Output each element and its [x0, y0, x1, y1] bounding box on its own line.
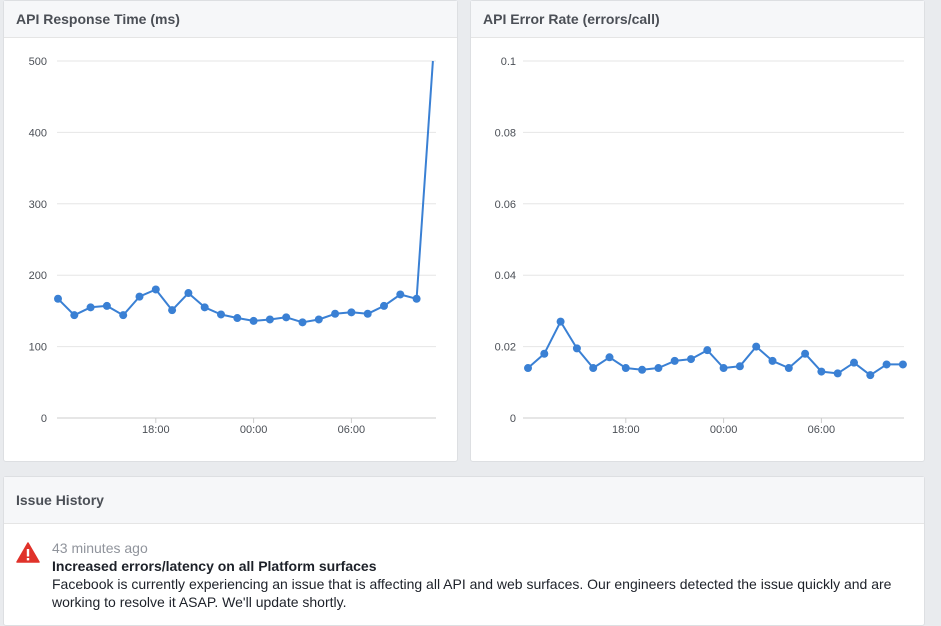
data-point — [556, 317, 565, 326]
data-point — [298, 318, 307, 327]
data-point — [217, 310, 225, 319]
data-point — [833, 369, 842, 378]
data-point — [282, 313, 291, 322]
issue-item: 43 minutes ago Increased errors/latency … — [4, 525, 924, 611]
y-tick-label: 0.06 — [495, 199, 516, 211]
x-tick-label: 18:00 — [142, 424, 170, 436]
data-point — [151, 285, 160, 294]
data-point — [119, 311, 128, 320]
data-point — [882, 360, 891, 369]
issue-headline: Increased errors/latency on all Platform… — [52, 558, 377, 574]
data-point — [801, 349, 810, 358]
data-point — [347, 308, 356, 317]
data-point — [850, 358, 858, 367]
data-point — [249, 316, 258, 325]
data-point — [817, 367, 826, 376]
y-tick-label: 0.08 — [495, 127, 516, 139]
x-tick-label: 06:00 — [338, 424, 366, 436]
data-point — [621, 364, 630, 373]
response-time-panel: API Response Time (ms) 0 100 200 300 400 500 1… — [3, 0, 458, 462]
y-tick-label: 0 — [510, 413, 516, 425]
data-point — [589, 364, 598, 373]
y-tick-label: 0.04 — [495, 270, 516, 282]
error-rate-title: API Error Rate (errors/call) — [471, 1, 924, 38]
data-point — [331, 309, 340, 318]
data-point — [363, 309, 372, 318]
y-tick-label: 200 — [29, 270, 47, 282]
data-point — [654, 364, 663, 373]
data-point — [135, 292, 144, 301]
series-line — [527, 320, 903, 377]
data-point — [752, 342, 761, 351]
data-point — [768, 356, 777, 365]
data-point — [184, 289, 193, 298]
y-tick-label: 400 — [29, 127, 47, 139]
y-tick-label: 0.1 — [501, 56, 516, 68]
data-point — [102, 301, 111, 310]
y-tick-label: 0.02 — [495, 342, 516, 354]
data-point — [784, 364, 793, 373]
data-point — [70, 311, 79, 320]
issue-description: Facebook is currently experiencing an is… — [52, 576, 892, 610]
issue-time: 43 minutes ago — [52, 540, 148, 556]
data-point — [396, 290, 405, 299]
data-point — [540, 349, 549, 358]
data-point — [572, 344, 581, 353]
data-point — [687, 355, 695, 364]
data-point — [898, 360, 907, 369]
series-line — [57, 60, 434, 324]
data-point — [524, 364, 532, 373]
y-tick-label: 100 — [29, 342, 47, 354]
x-tick-label: 00:00 — [240, 424, 268, 436]
error-rate-chart: 0 0.02 0.04 0.06 0.08 0.1 18:00 00:00 06:00 — [495, 56, 907, 436]
y-tick-label: 500 — [29, 56, 47, 68]
warning-icon — [16, 542, 40, 563]
data-point — [86, 303, 95, 312]
data-point — [735, 362, 744, 371]
issue-history-panel: Issue History 43 minutes ago Increased e… — [3, 476, 925, 626]
data-point — [200, 303, 209, 312]
data-point — [168, 306, 177, 315]
data-point — [380, 301, 388, 310]
data-point — [605, 353, 614, 362]
x-tick-label: 00:00 — [710, 424, 738, 436]
data-point — [638, 365, 647, 374]
data-point — [670, 356, 679, 365]
data-point — [54, 294, 62, 303]
data-point — [703, 346, 712, 355]
x-tick-label: 06:00 — [808, 424, 836, 436]
data-point — [265, 315, 274, 324]
data-point — [719, 364, 728, 373]
response-time-chart: 0 100 200 300 400 500 18:00 00:00 06:00 — [29, 56, 436, 436]
data-point — [866, 371, 875, 380]
y-tick-label: 300 — [29, 199, 47, 211]
y-tick-label: 0 — [41, 413, 47, 425]
response-time-title: API Response Time (ms) — [4, 1, 457, 38]
issue-history-title: Issue History — [4, 477, 924, 524]
data-point — [412, 294, 421, 303]
error-rate-panel: API Error Rate (errors/call) 0 0.02 0.04 0.… — [470, 0, 925, 462]
data-point — [314, 315, 323, 324]
x-tick-label: 18:00 — [612, 424, 640, 436]
data-point — [233, 314, 242, 323]
